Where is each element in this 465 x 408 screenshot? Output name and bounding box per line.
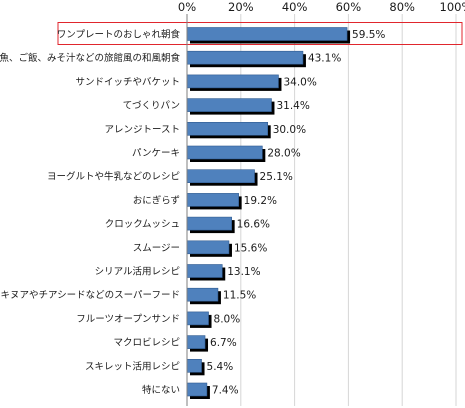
category-label: 焼魚、ご飯、みそ汁などの旅館風の和風朝食 xyxy=(0,52,180,64)
value-label: 19.2% xyxy=(244,195,277,207)
bar xyxy=(186,358,202,373)
value-label: 15.6% xyxy=(234,242,267,254)
category-label: アレンジトースト xyxy=(104,124,180,135)
x-tick-label: 0% xyxy=(178,0,196,14)
bar xyxy=(186,311,209,326)
category-label: ヨーグルトや牛乳などのレシピ xyxy=(47,171,180,183)
value-label: 25.1% xyxy=(260,171,293,183)
value-label: 13.1% xyxy=(227,266,260,278)
category-label: キヌアやチアシードなどのスーパーフード xyxy=(1,290,180,301)
category-label: 特にない xyxy=(142,384,180,396)
value-label: 7.4% xyxy=(212,385,239,397)
category-label: てづくりパン xyxy=(123,101,180,112)
category-label: マクロビレシピ xyxy=(113,338,180,349)
value-label: 11.5% xyxy=(223,290,256,302)
value-label: 31.4% xyxy=(276,100,309,112)
category-label: ワンプレートのおしゃれ朝食 xyxy=(57,29,181,41)
value-label: 8.0% xyxy=(214,313,241,325)
bar xyxy=(186,216,232,231)
x-tick-label: 20% xyxy=(228,0,254,14)
x-tick-label: 80% xyxy=(389,0,415,14)
category-label: スキレット活用レシピ xyxy=(85,360,180,372)
x-tick-labels: 0% 20% 40% 60% 80% 100% xyxy=(178,0,465,14)
category-labels: ワンプレートのおしゃれ朝食焼魚、ご飯、みそ汁などの旅館風の和風朝食サンドイッチや… xyxy=(0,29,180,397)
value-label: 43.1% xyxy=(308,53,341,65)
category-label: シリアル活用レシピ xyxy=(95,266,180,278)
category-label: パンケーキ xyxy=(132,148,180,159)
bar xyxy=(186,169,255,183)
value-label: 30.0% xyxy=(273,124,306,136)
bar xyxy=(186,287,219,302)
highlight-box-layer xyxy=(57,22,463,45)
bar xyxy=(186,335,206,349)
value-label: 34.0% xyxy=(283,76,316,88)
category-label: サンドイッチやバケット xyxy=(75,77,180,88)
value-label: 16.6% xyxy=(237,219,270,231)
gridlines xyxy=(240,14,457,406)
bar xyxy=(186,193,239,207)
bar xyxy=(186,74,279,89)
bar xyxy=(186,27,348,41)
bar xyxy=(186,382,208,397)
value-label: 5.4% xyxy=(207,361,234,373)
value-label: 59.5% xyxy=(352,29,385,41)
bar xyxy=(186,264,223,278)
bar xyxy=(186,122,268,136)
category-label: フルーツオープンサンド xyxy=(76,314,180,325)
bar xyxy=(186,50,304,65)
x-tick-label: 60% xyxy=(336,0,362,14)
value-label: 6.7% xyxy=(210,337,237,349)
bars xyxy=(186,27,351,399)
x-tick-label: 100% xyxy=(440,0,465,14)
x-tick-label: 40% xyxy=(282,0,308,14)
category-label: スムージー xyxy=(133,243,180,254)
category-label: おにぎらず xyxy=(133,194,180,206)
value-labels: 59.5% 43.1% 34.0% 31.4% 30.0% 28.0% 25.1% 19.2%… xyxy=(207,29,386,397)
bar xyxy=(186,145,263,160)
value-label: 28.0% xyxy=(267,148,300,160)
category-label: クロックムッシュ xyxy=(105,219,180,230)
bar xyxy=(186,98,272,112)
highlight-box xyxy=(57,22,463,45)
bar xyxy=(186,240,230,255)
